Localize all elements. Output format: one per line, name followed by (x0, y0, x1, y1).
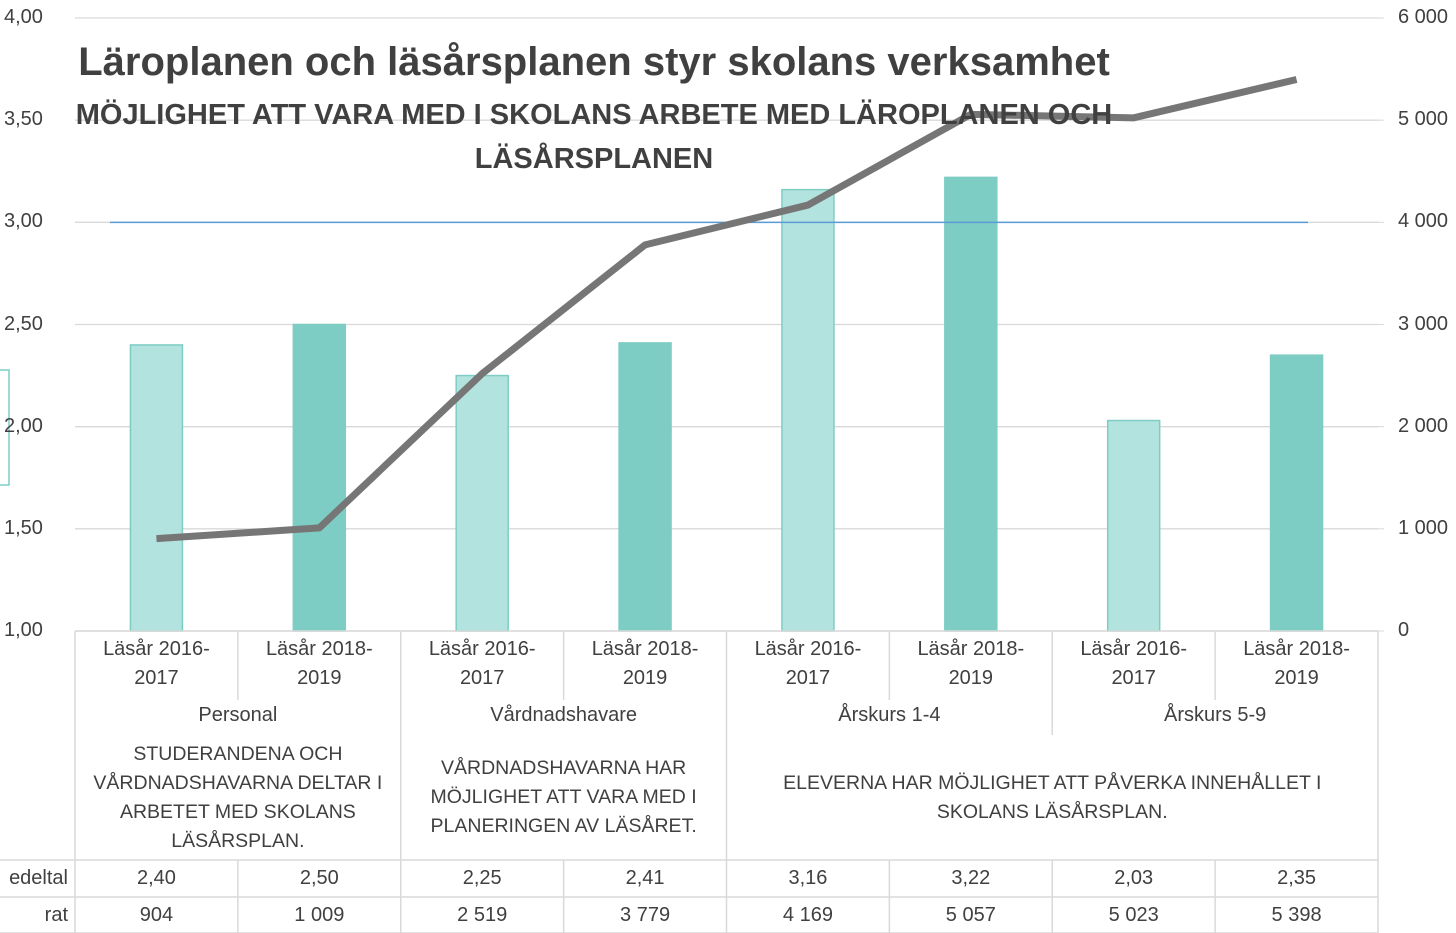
y2-tick-label: 2 000 (1398, 414, 1449, 437)
series-name: edeltal (9, 867, 68, 889)
value-label: 2,41 (625, 867, 665, 889)
line-series (156, 76, 1298, 543)
statement-label: STUDERANDENA OCH VÅRDNADSHAVARNA DELTAR … (93, 742, 383, 852)
value-label: 2,03 (1114, 867, 1154, 889)
chart-subtitle: LÄSÅRSPLANEN (474, 143, 714, 175)
y2-tick-label: 0 (1398, 619, 1410, 641)
x-tick-label: Läsår 2016-2017 (428, 638, 536, 689)
x-tick-label: Läsår 2016-2017 (1080, 638, 1188, 689)
x-tick-label: Läsår 2018-2019 (1243, 638, 1350, 689)
y2-tick-label: 4 000 (1398, 210, 1449, 233)
y-tick-label: 3,00 (4, 210, 43, 233)
value-label: 2,35 (1277, 867, 1317, 889)
x-tick-label: Läsår 2016-2017 (103, 638, 210, 689)
chart-title: Läroplanen och läsårsplanen styr skolans… (78, 40, 1110, 84)
value-label: 2,40 (136, 867, 176, 889)
value-label: 5 057 (945, 904, 996, 926)
y2-tick-label: 1 000 (1398, 516, 1449, 539)
x-tick-label: Läsår 2018-2019 (917, 638, 1025, 689)
value-label: 3 779 (620, 904, 671, 926)
group-label: Årskurs 1-4 (838, 704, 941, 726)
group-label: Årskurs 5-9 (1164, 704, 1267, 726)
value-label: 4 169 (782, 904, 833, 926)
bar (781, 188, 835, 632)
bar (292, 323, 347, 632)
value-label: 3,16 (788, 867, 828, 889)
statement-label: VÅRDNADSHAVARNA HAR MÖJLIGHET ATT VARA M… (430, 757, 697, 837)
x-tick-label: Läsår 2018-2019 (591, 638, 699, 689)
bar (1106, 419, 1161, 632)
y2-tick-label: 5 000 (1398, 108, 1449, 131)
y-tick-label: 3,50 (4, 108, 43, 131)
bar (618, 342, 672, 632)
bar (944, 176, 998, 632)
value-label: 1 009 (294, 904, 345, 926)
x-tick-label: Läsår 2018-2019 (265, 638, 373, 689)
group-label: Personal (198, 704, 278, 726)
value-label: 5 023 (1108, 904, 1159, 926)
y-tick-label: 1,00 (4, 619, 43, 641)
bar (455, 374, 509, 632)
y2-tick-label: 6 000 (1398, 6, 1449, 28)
value-label: 2 519 (457, 904, 508, 926)
value-label: 2,25 (462, 867, 502, 889)
value-label: 3,22 (951, 867, 991, 889)
x-tick-label: Läsår 2016-2017 (754, 638, 862, 689)
y-tick-label: 4,00 (4, 6, 43, 28)
value-label: 5 398 (1271, 904, 1322, 926)
series-name: rat (44, 904, 68, 926)
y-tick-label: 2,00 (4, 414, 43, 437)
y-tick-label: 2,50 (4, 312, 43, 335)
y-tick-label: 1,50 (4, 516, 43, 539)
statement-label: ELEVERNA HAR MÖJLIGHET ATT PÅVERKA INNEH… (783, 771, 1322, 823)
legend-fragment (0, 369, 10, 486)
value-label: 904 (139, 904, 174, 926)
chart-subtitle: MÖJLIGHET ATT VARA MED I SKOLANS ARBETE … (75, 99, 1113, 131)
value-label: 2,50 (299, 867, 339, 889)
bar (1269, 354, 1324, 632)
y2-tick-label: 3 000 (1398, 312, 1449, 335)
bar (129, 344, 184, 632)
group-label: Vårdnadshavare (490, 704, 638, 726)
